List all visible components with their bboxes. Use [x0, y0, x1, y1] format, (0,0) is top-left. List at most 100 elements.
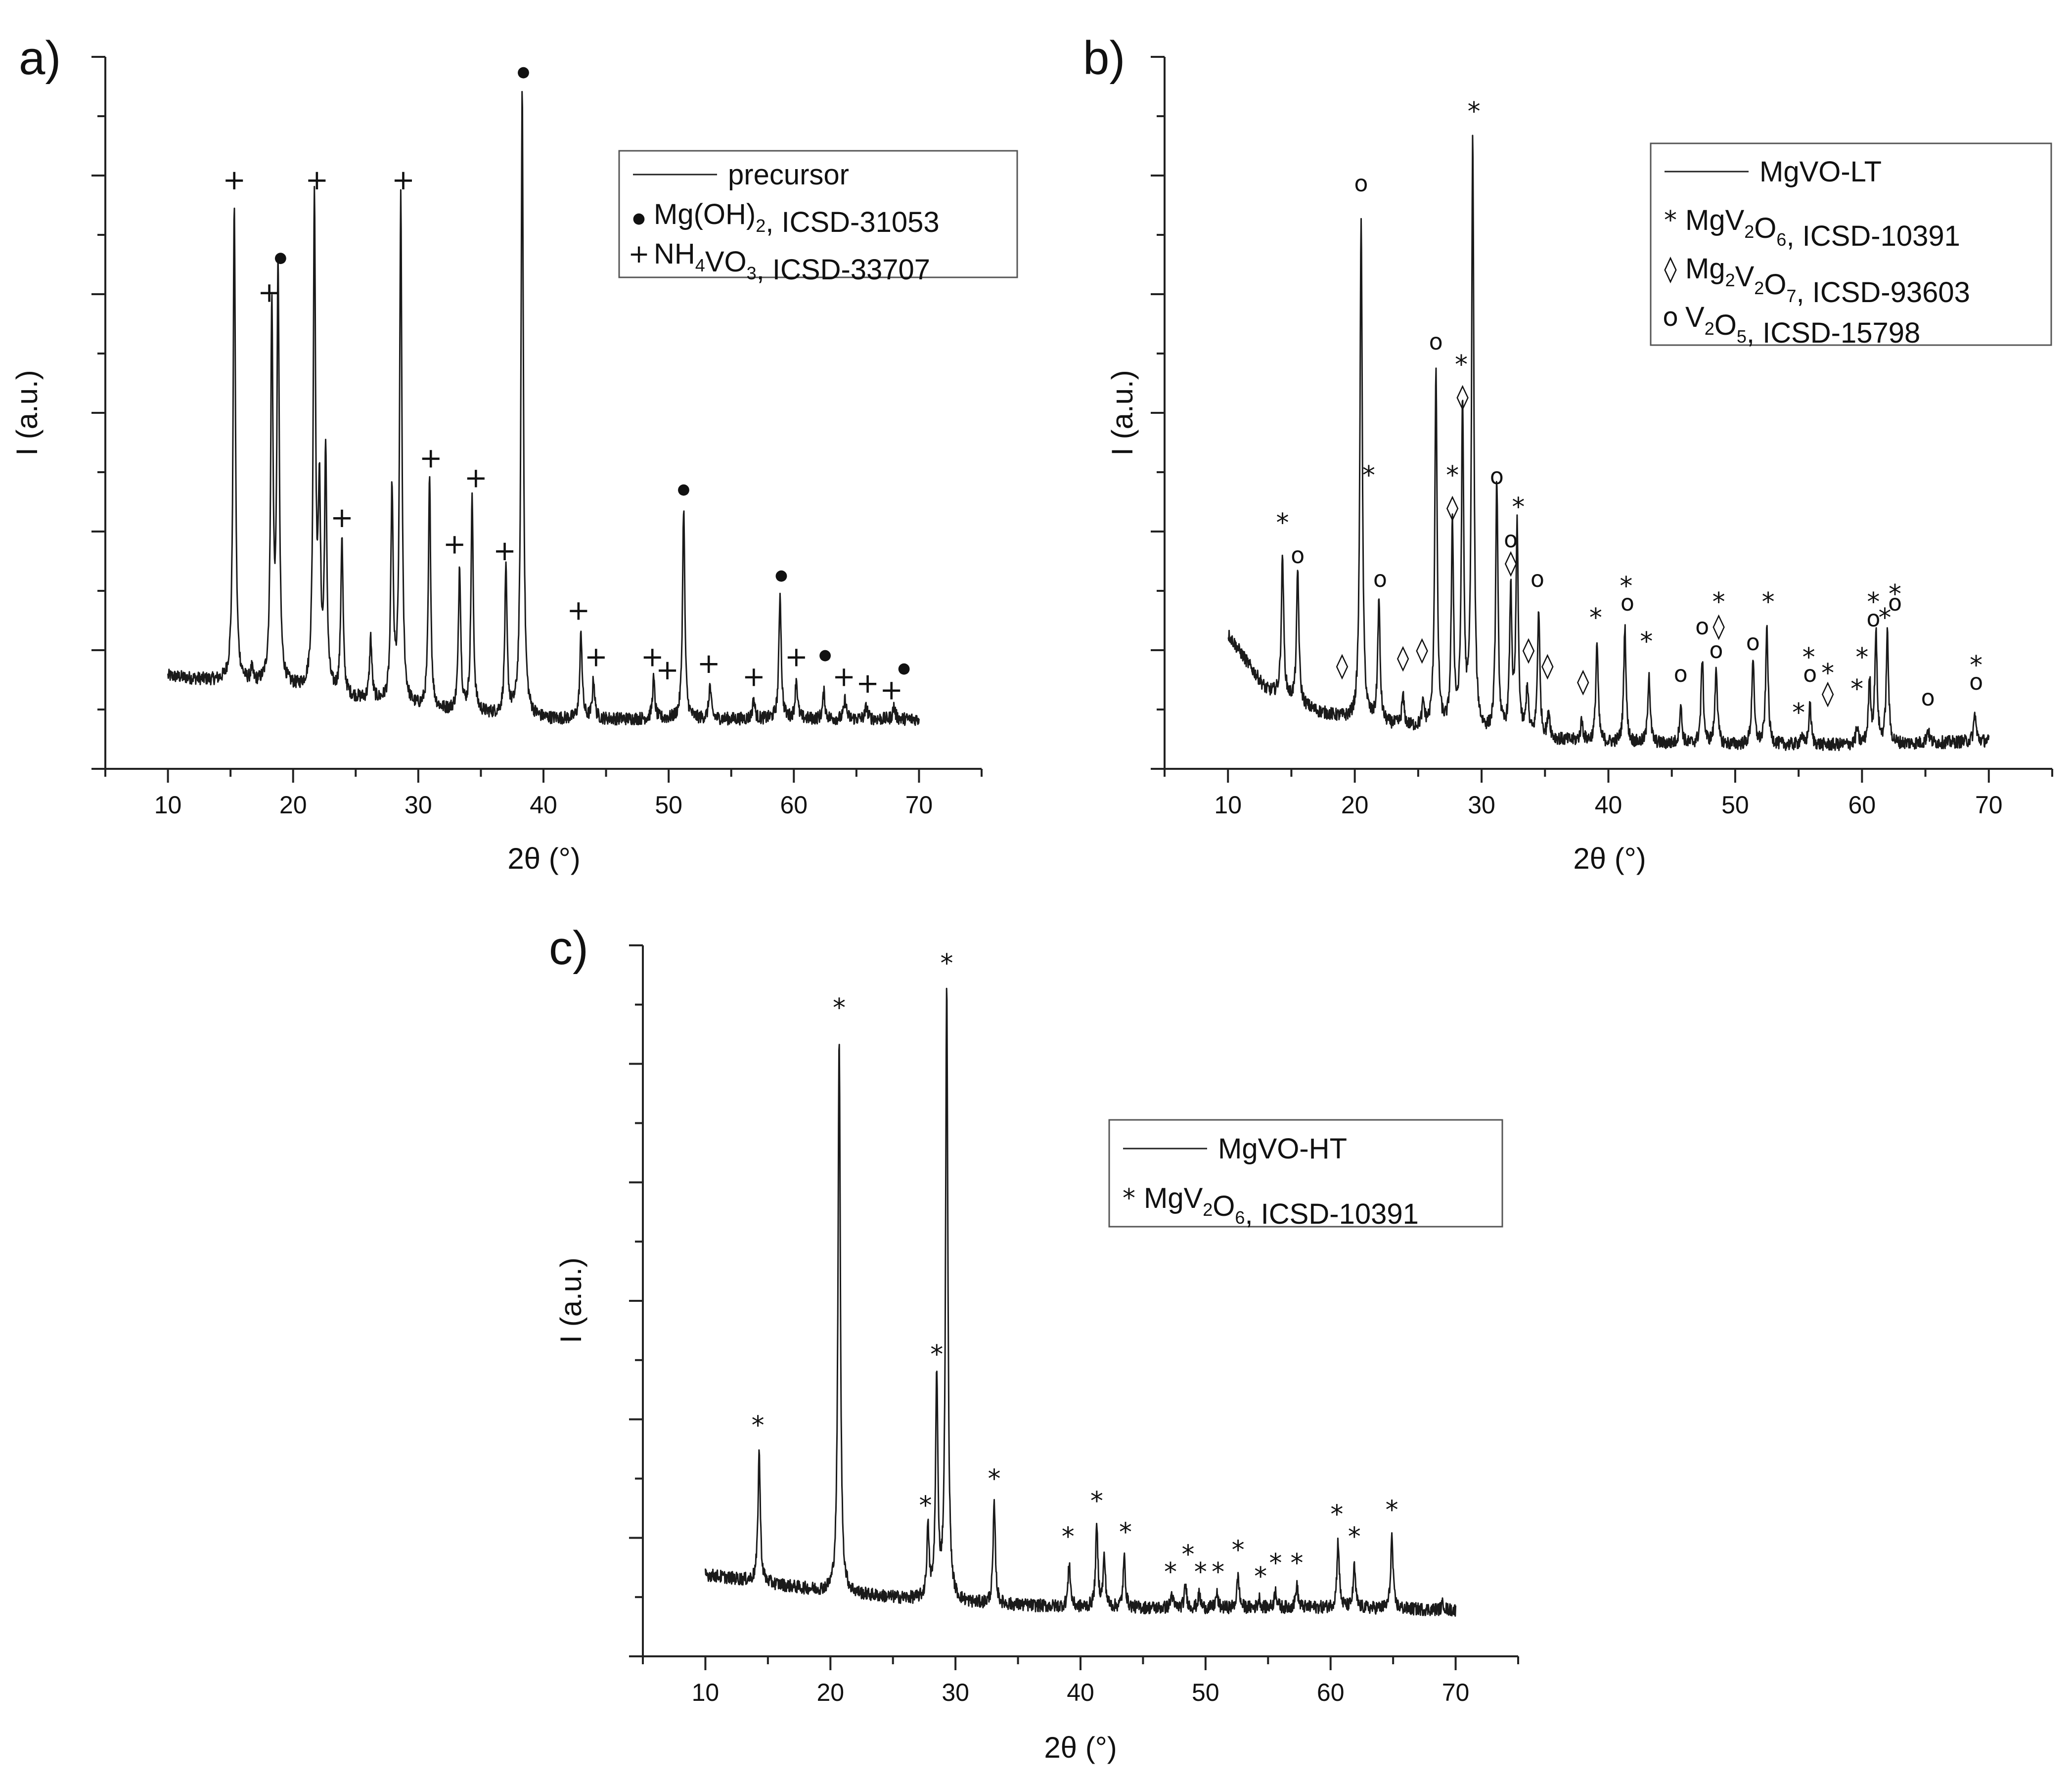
peak-marker-circle: o: [1373, 566, 1387, 592]
peak-marker-asterisk: *: [1164, 1557, 1177, 1587]
peak-marker-circle: o: [1695, 613, 1709, 640]
peak-marker-plus: +: [742, 661, 766, 693]
peak-marker-circle: o: [1531, 566, 1544, 592]
peak-marker-asterisk: *: [1620, 572, 1632, 601]
peak-marker-diamond: ◊: [1336, 651, 1349, 680]
peak-marker-dot: ●: [775, 567, 788, 584]
peak-marker-asterisk: *: [988, 1464, 1001, 1494]
peak-marker-plus: +: [832, 661, 856, 693]
peak-marker-plus: +: [585, 641, 608, 673]
x-axis-label: 2θ (°): [507, 842, 580, 875]
legend-box: [618, 150, 1018, 278]
peak-marker-plus: +: [880, 674, 903, 706]
peak-marker-diamond: ◊: [1577, 667, 1589, 696]
y-axis-label: I (a.u.): [10, 370, 44, 455]
x-tick-label: 20: [1341, 791, 1369, 819]
peak-marker-plus: +: [493, 535, 516, 567]
x-axis-label: 2θ (°): [1573, 842, 1646, 875]
peak-marker-plus: +: [258, 277, 281, 309]
peak-marker-asterisk: *: [1269, 1549, 1282, 1578]
peak-marker-asterisk: *: [1090, 1486, 1103, 1516]
peak-marker-asterisk: *: [1119, 1517, 1132, 1547]
peak-marker-circle: o: [1888, 589, 1902, 616]
peak-marker-asterisk: *: [1762, 587, 1775, 617]
x-tick-label: 70: [1442, 1679, 1470, 1706]
x-tick-label: 20: [279, 791, 307, 819]
panel-letter: c): [549, 922, 588, 975]
x-tick-label: 10: [154, 791, 182, 819]
peak-marker-circle: o: [1969, 668, 1983, 695]
peak-marker-circle: o: [1490, 463, 1504, 489]
xrd-trace-precursor: [167, 90, 920, 726]
peak-marker-dot: ●: [274, 249, 287, 266]
peak-marker-asterisk: *: [1468, 97, 1481, 127]
legend-label: NH4VO3, ICSD-33707: [654, 238, 930, 286]
peak-marker-asterisk: *: [1254, 1562, 1267, 1592]
panel-letter: b): [1083, 32, 1125, 85]
legend-label: Mg2V2O7, ICSD-93603: [1685, 253, 1970, 309]
peak-marker-asterisk: *: [1821, 659, 1834, 688]
peak-marker-plus: +: [697, 648, 721, 680]
peak-marker-asterisk: *: [1276, 508, 1289, 538]
peak-marker-asterisk: *: [1589, 603, 1602, 633]
peak-marker-plus: +: [656, 654, 679, 686]
x-tick-label: 40: [1595, 791, 1622, 819]
peak-marker-dot: ●: [898, 660, 910, 677]
x-tick-label: 30: [405, 791, 432, 819]
peak-marker-asterisk: *: [1879, 603, 1892, 633]
peak-marker-circle: o: [1674, 661, 1688, 687]
peak-marker-asterisk: *: [1232, 1535, 1245, 1565]
x-tick-label: 60: [1848, 791, 1876, 819]
peak-marker-diamond: ◊: [1505, 548, 1517, 577]
legend: MgVO-LT * MgV2O6, ICSD-10391 ◊ Mg2V2O7, ICSD…: [1650, 142, 2052, 349]
peak-marker-dot: ●: [517, 63, 530, 81]
peak-marker-asterisk: *: [1330, 1500, 1343, 1529]
legend-symbol: ●: [632, 210, 645, 227]
peak-marker-dot: ●: [818, 646, 831, 664]
legend-label: V2O5, ICSD-15798: [1685, 301, 1920, 349]
x-tick-label: 60: [1317, 1679, 1345, 1706]
peak-marker-diamond: ◊: [1523, 635, 1535, 664]
x-tick-label: 30: [1468, 791, 1495, 819]
x-tick-label: 30: [942, 1679, 969, 1706]
x-axis-label: 2θ (°): [1044, 1731, 1117, 1764]
peak-marker-asterisk: *: [1867, 587, 1880, 617]
peak-marker-circle: o: [1354, 170, 1368, 197]
peak-marker-asterisk: *: [1970, 651, 1982, 680]
x-tick-label: 50: [1721, 791, 1749, 819]
x-tick-label: 10: [1214, 791, 1242, 819]
peak-marker-asterisk: *: [1455, 350, 1468, 380]
peak-marker-asterisk: *: [1712, 587, 1725, 617]
peak-marker-asterisk: *: [752, 1411, 765, 1441]
y-axis-label: I (a.u.): [554, 1257, 587, 1343]
peak-marker-circle: o: [1504, 526, 1518, 553]
xrd-trace-MgVO-HT: [704, 987, 1457, 1617]
peak-marker-diamond: ◊: [1712, 612, 1725, 640]
peak-marker-asterisk: *: [1212, 1557, 1224, 1587]
peak-marker-asterisk: *: [1386, 1495, 1398, 1525]
legend-box: [1650, 142, 2052, 346]
x-tick-label: 60: [780, 791, 808, 819]
x-tick-label: 40: [1067, 1679, 1094, 1706]
legend-label: MgVO-HT: [1218, 1133, 1347, 1165]
peak-marker-diamond: ◊: [1822, 679, 1834, 708]
peak-marker-asterisk: *: [1640, 627, 1653, 657]
x-tick-label: 40: [530, 791, 557, 819]
peak-marker-asterisk: *: [1194, 1557, 1207, 1587]
x-tick-label: 70: [905, 791, 933, 819]
peak-marker-asterisk: *: [1348, 1522, 1361, 1552]
x-tick-label: 50: [1192, 1679, 1219, 1706]
peak-marker-asterisk: *: [833, 993, 846, 1023]
peak-marker-plus: +: [464, 462, 488, 494]
peak-marker-dot: ●: [677, 481, 690, 498]
peak-marker-circle: o: [1921, 684, 1935, 711]
peak-marker-plus: +: [785, 641, 808, 673]
peak-marker-plus: +: [641, 641, 664, 673]
peak-marker-circle: o: [1709, 637, 1723, 664]
peak-marker-asterisk: *: [930, 1340, 943, 1370]
legend-symbol: *: [1123, 1184, 1135, 1213]
peak-marker-plus: +: [443, 529, 466, 561]
